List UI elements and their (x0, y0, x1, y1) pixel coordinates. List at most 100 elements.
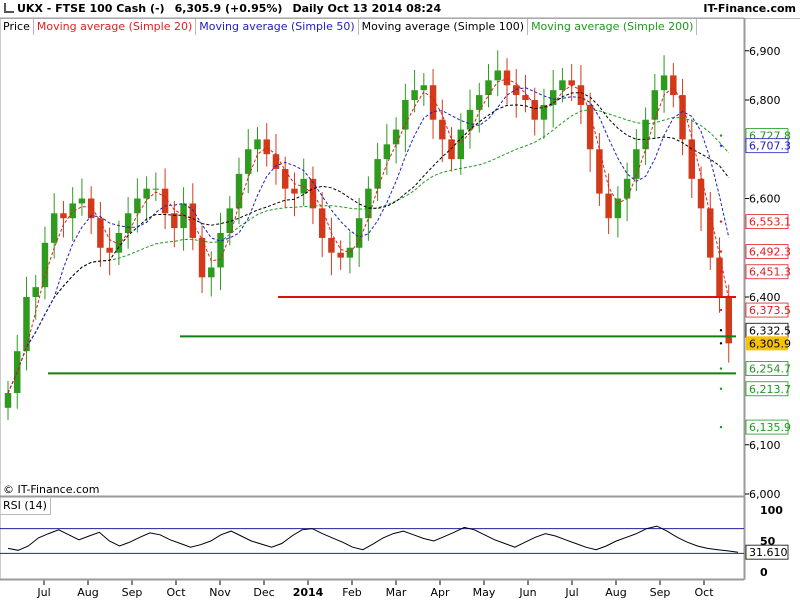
candle-body (531, 100, 538, 120)
candle-body (69, 203, 76, 219)
candle-body (189, 203, 197, 238)
price-label-dot (719, 367, 723, 370)
x-tick-label: Nov (209, 586, 231, 599)
candle-body (300, 178, 307, 194)
candle-body (374, 159, 381, 189)
price-label-dot (719, 270, 723, 273)
candle-body (245, 149, 252, 174)
rsi-tick-label: 50 (760, 535, 776, 548)
last-price: 6,305.9 (+0.95%) (174, 2, 283, 15)
price-label-dot (719, 144, 723, 147)
candle-body (281, 168, 289, 189)
candle-body (198, 237, 206, 278)
y-tick-label: 6,600 (749, 193, 781, 206)
candle-body (106, 247, 113, 253)
price-label: 6,332.5 (749, 324, 791, 337)
candle-body (439, 119, 446, 140)
rsi-title: RSI (14) (0, 498, 51, 515)
instrument-name: UKX - FTSE 100 Cash (-) (17, 2, 165, 15)
x-tick-label: May (473, 586, 496, 599)
candle-body (97, 218, 104, 248)
x-tick-label: Apr (430, 586, 450, 599)
rsi-line (7, 525, 739, 553)
y-tick-label: 6,900 (749, 45, 781, 58)
candle-body (143, 188, 150, 199)
candle-body (660, 75, 668, 91)
x-tick-label: Jul (36, 586, 50, 599)
price-label-box (745, 419, 789, 435)
candle-body (725, 297, 732, 344)
candle-body (134, 198, 141, 214)
price-label: 6,451.3 (749, 266, 791, 279)
price-label: 6,373.5 (749, 304, 791, 317)
candle-body (568, 80, 575, 86)
candle-body (217, 232, 224, 268)
copyright-notice: © IT-Finance.com (3, 483, 100, 496)
price-label-dot (719, 387, 723, 390)
candle-body (50, 213, 58, 243)
price-label-dot (719, 308, 723, 312)
candle-body (115, 232, 123, 253)
candle-body (383, 144, 391, 160)
candle-body (346, 247, 354, 258)
x-tick-label: Aug (77, 586, 98, 599)
legend-price[interactable]: Price (0, 19, 34, 35)
x-tick-label: Jul (564, 586, 578, 599)
candle-body (670, 75, 677, 96)
candle-body (124, 213, 132, 233)
candle-body (365, 188, 372, 219)
legend-ma20[interactable]: Moving average (Simple 20) (34, 19, 197, 35)
price-label: 6,707.3 (749, 140, 791, 153)
candle-body (429, 85, 437, 120)
y-tick-label: 6,400 (749, 291, 781, 304)
candle-body (32, 287, 39, 298)
price-label: 6,553.1 (749, 216, 791, 229)
legend-ma200[interactable]: Moving average (Simple 200) (528, 19, 698, 35)
y-tick-label: 6,100 (749, 439, 781, 452)
candle-body (402, 100, 409, 130)
rsi-panel-border (0, 496, 745, 580)
x-tick-label: Oct (694, 586, 714, 599)
price-label-dot (719, 134, 723, 137)
candle-body (559, 80, 566, 91)
ma20-line (7, 78, 730, 394)
candle-body (291, 188, 298, 194)
candle-body (152, 188, 160, 190)
price-label: 6,492.3 (749, 246, 791, 259)
candle-body (78, 198, 86, 204)
candle-body (586, 104, 594, 150)
price-label-box (745, 302, 789, 318)
candle-body (596, 149, 603, 194)
candle-body (161, 188, 169, 214)
x-tick-label: Dec (253, 586, 274, 599)
x-tick-label: Sep (650, 586, 671, 599)
ma50-line (7, 87, 730, 394)
price-label-dot (719, 329, 723, 332)
chart-icon (4, 3, 14, 13)
legend-ma50[interactable]: Moving average (Simple 50) (196, 19, 359, 35)
price-label-box (745, 264, 789, 280)
candle-body (642, 119, 649, 150)
candle-body (23, 297, 30, 352)
candle-body (420, 85, 428, 91)
period-timestamp: Daily Oct 13 2014 08:24 (292, 2, 442, 15)
candle-body (171, 213, 178, 229)
x-tick-label: Feb (342, 586, 361, 599)
price-label: 6,135.9 (749, 421, 791, 434)
candle-body (235, 173, 243, 209)
candle-body (457, 129, 465, 160)
chart-header: UKX - FTSE 100 Cash (-) 6,305.9 (+0.95%) D… (0, 0, 800, 19)
price-label: 6,254.7 (749, 363, 791, 376)
price-label-box (745, 361, 789, 376)
price-panel-border (0, 17, 745, 497)
rsi-tick-label: 100 (760, 504, 783, 517)
price-label-box (745, 138, 789, 154)
candle-body (688, 139, 696, 179)
legend-ma100[interactable]: Moving average (Simple 100) (359, 19, 529, 35)
y-tick-label: 6,800 (749, 94, 781, 107)
candle-body (448, 139, 455, 160)
candle-body (208, 267, 215, 278)
candle-body (318, 208, 326, 238)
